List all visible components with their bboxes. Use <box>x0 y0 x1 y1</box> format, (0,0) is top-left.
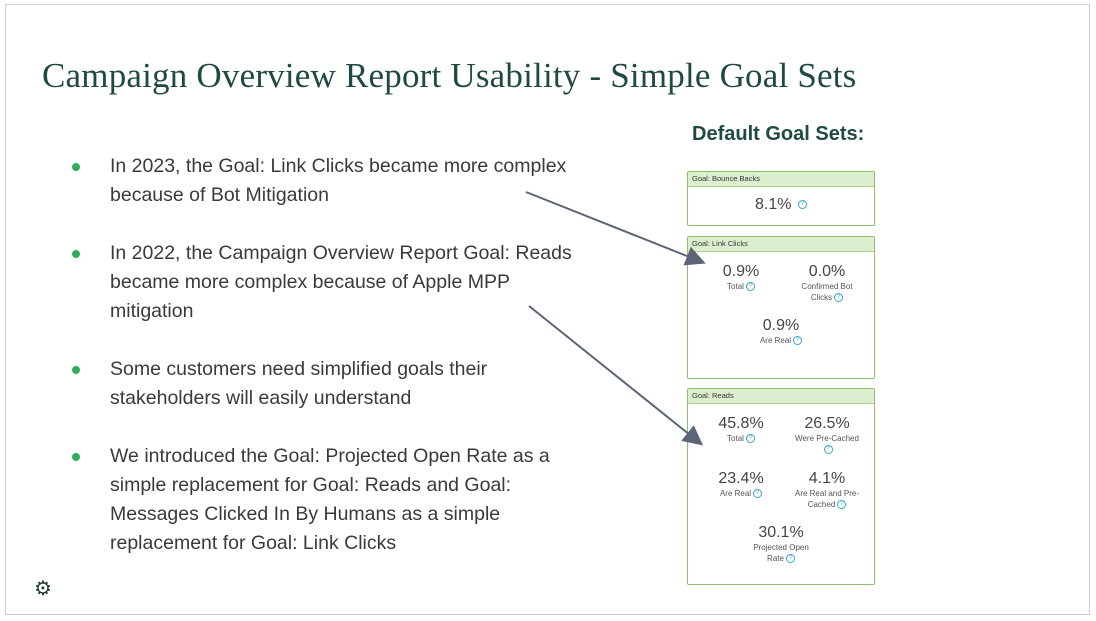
bullet-text-line: became more complex because of Apple MPP <box>110 271 510 293</box>
bullet-text-line: replacement for Goal: Link Clicks <box>110 532 397 554</box>
help-icon[interactable]: ? <box>745 434 755 444</box>
bullet-item: We introduced the Goal: Projected Open R… <box>70 442 550 558</box>
bullet-text-line: simple replacement for Goal: Reads and G… <box>110 474 512 496</box>
bullet-text-line: because of Bot Mitigation <box>110 184 329 206</box>
arrow-to-link-clicks <box>525 191 706 266</box>
metric-are-real: 0.9% Are Real? <box>735 317 827 346</box>
metric-value: 23.4% <box>718 470 764 487</box>
bullet-text-line: In 2022, the Campaign Overview Report Go… <box>110 242 572 264</box>
metric-label: Rate <box>767 554 784 563</box>
bullet-dot-icon <box>72 366 80 374</box>
bullet-text-line: In 2023, the Goal: Link Clicks became mo… <box>110 155 567 177</box>
help-icon[interactable]: ? <box>745 282 755 292</box>
metric-confirmed-bot-clicks: 0.0% Confirmed Bot Clicks? <box>784 263 870 303</box>
metric-label: Clicks <box>810 293 833 302</box>
metric-value: 0.9% <box>722 263 760 280</box>
metric-label: Projected Open <box>753 543 809 552</box>
help-icon[interactable]: ? <box>823 445 833 455</box>
metric-value: 30.1% <box>758 524 804 541</box>
help-icon[interactable]: ? <box>793 336 803 346</box>
bullet-item: Some customers need simplified goals the… <box>70 355 487 413</box>
slide <box>5 4 1090 615</box>
metric-label: Confirmed Bot <box>801 282 853 291</box>
bullet-item: In 2023, the Goal: Link Clicks became mo… <box>70 152 566 210</box>
metric-are-real-and-pre-cached: 4.1% Are Real and Pre- Cached? <box>784 470 870 510</box>
metric-label: Cached <box>807 500 836 509</box>
goal-card-link-clicks: Goal: Link Clicks 0.9% Total? 0.0% Confi… <box>687 236 875 379</box>
metric-total: 45.8% Total? <box>696 415 786 444</box>
bullet-text-line: Some customers need simplified goals the… <box>110 358 488 380</box>
bullet-text-line: Messages Clicked In By Humans as a simpl… <box>110 503 501 525</box>
goal-sets-heading: Default Goal Sets: <box>692 123 865 145</box>
metric-value: 8.1% <box>755 196 792 213</box>
help-icon[interactable]: ? <box>797 200 807 210</box>
card-header: Goal: Reads <box>688 389 874 404</box>
metric-value: 45.8% <box>718 415 764 432</box>
metric-label: Are Real and Pre- <box>794 489 860 498</box>
help-icon[interactable]: ? <box>834 293 844 303</box>
bullet-text-line: mitigation <box>110 300 194 322</box>
metric-projected-open-rate: 30.1% Projected Open Rate? <box>735 524 827 564</box>
gear-icon[interactable]: ⚙ <box>34 578 52 600</box>
metric-value: 0.0% <box>808 263 846 280</box>
goal-card-reads: Goal: Reads 45.8% Total? 26.5% Were Pre-… <box>687 388 875 585</box>
metric-are-real: 23.4% Are Real? <box>696 470 786 499</box>
metric-label: Total <box>727 434 744 443</box>
bullet-text-line: We introduced the Goal: Projected Open R… <box>110 445 550 467</box>
card-header: Goal: Bounce Backs <box>688 172 874 187</box>
card-header: Goal: Link Clicks <box>688 237 874 252</box>
metric-were-pre-cached: 26.5% Were Pre-Cached ? <box>784 415 870 455</box>
metric-total: 0.9% Total? <box>696 263 786 292</box>
help-icon[interactable]: ? <box>837 500 847 510</box>
bullet-dot-icon <box>72 453 80 461</box>
metric-label: Are Real <box>719 489 752 498</box>
arrow-to-reads <box>528 305 704 446</box>
metric-label: Were Pre-Cached <box>795 434 859 443</box>
metric-value: 26.5% <box>804 415 850 432</box>
bullet-dot-icon <box>72 163 80 171</box>
metric-value: 0.9% <box>762 317 800 334</box>
bullet-text-line: stakeholders will easily understand <box>110 387 412 409</box>
bullet-dot-icon <box>72 250 80 258</box>
help-icon[interactable]: ? <box>785 554 795 564</box>
metric-label: Total <box>727 282 744 291</box>
metric-value: 4.1% <box>808 470 846 487</box>
help-icon[interactable]: ? <box>753 489 763 499</box>
bullet-item: In 2022, the Campaign Overview Report Go… <box>70 239 572 326</box>
metric-label: Are Real <box>759 336 792 345</box>
metric-bounce-backs: 8.1% ? <box>688 196 874 214</box>
slide-title: Campaign Overview Report Usability - Sim… <box>42 56 857 95</box>
goal-card-bounce-backs: Goal: Bounce Backs 8.1% ? <box>687 171 875 226</box>
